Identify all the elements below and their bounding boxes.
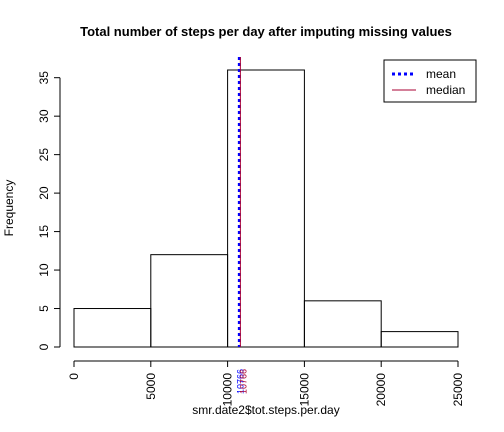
- x-tick-label: 15000: [297, 373, 311, 407]
- legend-box: [383, 59, 477, 103]
- y-axis-label: Frequency: [2, 180, 16, 237]
- histogram-bar-0: [73, 308, 152, 348]
- x-tick-label: 0: [67, 373, 81, 380]
- histogram-bar-3: [303, 300, 382, 348]
- x-axis-label: smr.date2$tot.steps.per.day: [192, 403, 339, 417]
- y-tick-label: 10: [37, 263, 51, 277]
- legend: mean median: [383, 59, 477, 103]
- median-value-label: 10766: [238, 369, 248, 394]
- y-tick-label: 5: [37, 305, 51, 312]
- y-tick-label: 35: [37, 71, 51, 85]
- x-tick-label: 10000: [221, 373, 235, 407]
- y-tick-label: 25: [37, 148, 51, 162]
- x-tick-label: 25000: [451, 373, 465, 407]
- histogram-bars: [73, 69, 459, 348]
- mean-value-label: 10766: [235, 369, 245, 394]
- x-tick-label: 20000: [374, 373, 388, 407]
- chart-title: Total number of steps per day after impu…: [80, 24, 452, 39]
- histogram-bar-2: [227, 69, 305, 348]
- histogram-bar-1: [150, 254, 229, 348]
- y-tick-label: 15: [37, 225, 51, 239]
- x-tick-label: 5000: [144, 373, 158, 400]
- legend-label-mean: mean: [426, 67, 456, 81]
- y-axis: 0 5 10 15 20 25 30 35: [37, 71, 61, 350]
- histogram-bar-4: [380, 331, 459, 348]
- legend-label-median: median: [426, 83, 465, 97]
- y-tick-label: 20: [37, 186, 51, 200]
- x-axis: 0 5000 10000 15000 20000 25000: [67, 360, 465, 407]
- y-tick-label: 0: [37, 343, 51, 350]
- y-tick-label: 30: [37, 109, 51, 123]
